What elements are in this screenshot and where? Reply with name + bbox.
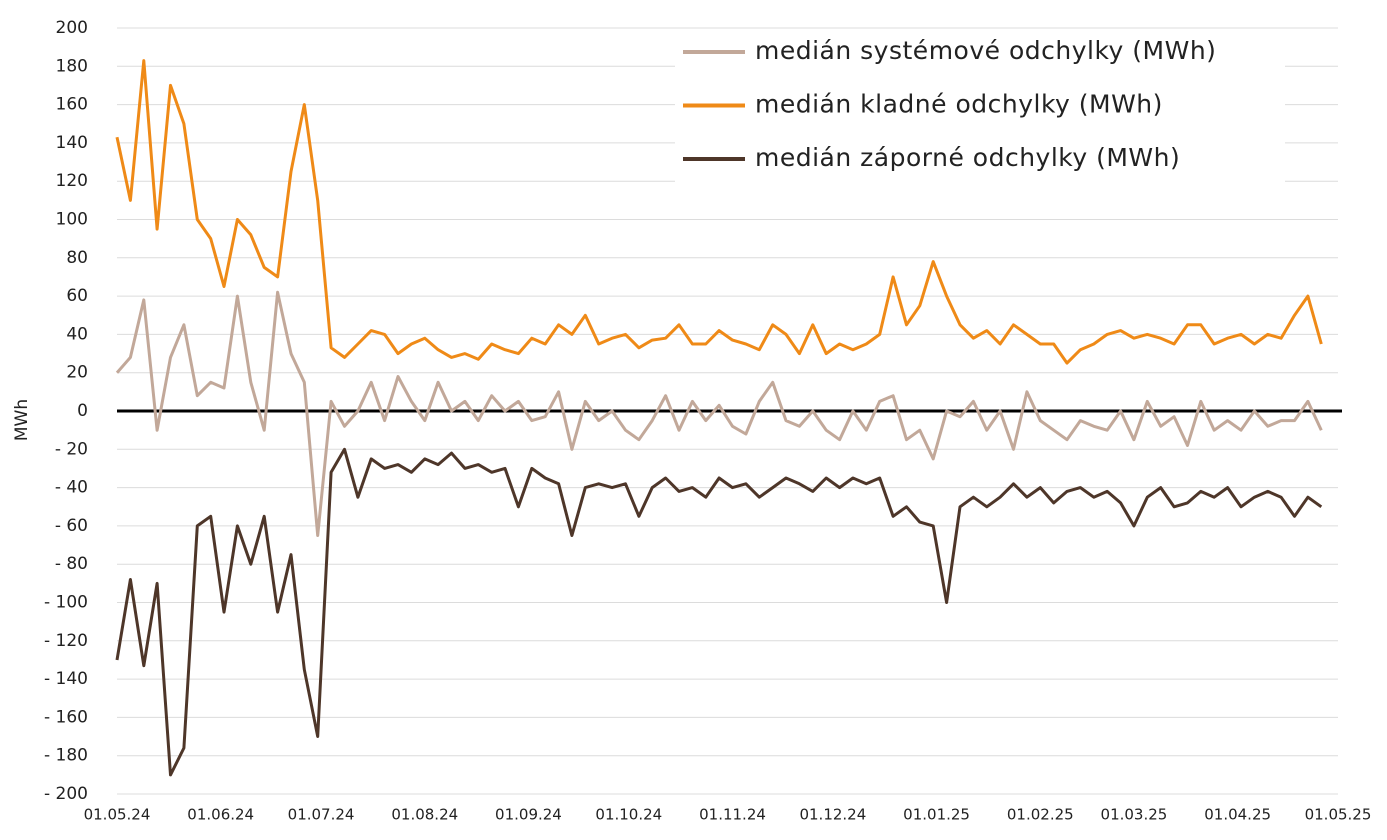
x-tick-label: 01.08.24: [391, 806, 458, 824]
x-tick-label: 01.09.24: [495, 806, 562, 824]
x-tick-label: 01.03.25: [1101, 806, 1168, 824]
x-tick-label: 01.04.25: [1204, 806, 1271, 824]
y-tick-label: 0: [77, 401, 88, 421]
y-tick-label: - 140: [44, 669, 88, 689]
y-tick-label: 120: [56, 171, 88, 191]
series-line: [115, 447, 1323, 777]
y-axis-label: MWh: [12, 399, 32, 441]
series-line: [115, 290, 1323, 537]
y-tick-label: 180: [56, 56, 88, 76]
x-tick-label: 01.10.24: [595, 806, 662, 824]
y-tick-label: - 20: [55, 439, 88, 459]
y-tick-label: 200: [56, 18, 88, 38]
x-tick-label: 01.01.25: [903, 806, 970, 824]
y-tick-label: 20: [66, 363, 88, 383]
y-tick-label: 140: [56, 133, 88, 153]
x-tick-label: 01.02.25: [1007, 806, 1074, 824]
y-tick-label: - 180: [44, 746, 88, 766]
y-tick-label: 160: [56, 95, 88, 115]
y-tick-label: 80: [66, 248, 88, 268]
y-tick-label: - 120: [44, 631, 88, 651]
y-tick-label: - 100: [44, 593, 88, 613]
x-tick-label: 01.11.24: [699, 806, 766, 824]
y-tick-label: - 200: [44, 784, 88, 804]
series-line: [115, 59, 1323, 365]
y-tick-label: - 80: [55, 554, 88, 574]
legend-label: medián kladné odchylky (MWh): [755, 90, 1163, 119]
y-tick-label: - 160: [44, 707, 88, 727]
x-tick-label: 01.05.25: [1305, 806, 1372, 824]
y-tick-label: 100: [56, 210, 88, 230]
legend-box: [675, 30, 1285, 185]
x-tick-label: 01.05.24: [84, 806, 151, 824]
y-tick-label: - 40: [55, 478, 88, 498]
y-tick-label: 60: [66, 286, 88, 306]
x-tick-label: 01.06.24: [187, 806, 254, 824]
legend-label: medián záporné odchylky (MWh): [755, 143, 1180, 172]
y-tick-label: 40: [66, 324, 88, 344]
x-tick-label: 01.12.24: [799, 806, 866, 824]
legend-label: medián systémové odchylky (MWh): [755, 36, 1216, 65]
y-tick-label: - 60: [55, 516, 88, 536]
x-tick-label: 01.07.24: [288, 806, 355, 824]
